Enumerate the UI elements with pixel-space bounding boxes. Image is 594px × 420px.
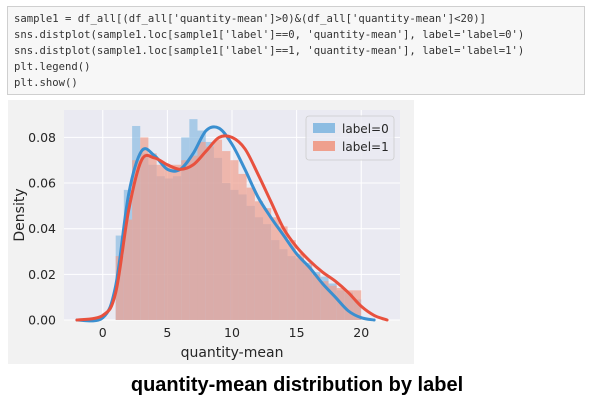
- hist-bar: [132, 160, 141, 320]
- hist-bar: [115, 256, 124, 320]
- hist-bar: [181, 160, 190, 320]
- hist-bar: [213, 139, 223, 320]
- kde-line-label=0: [75, 125, 376, 323]
- hist-bar: [263, 208, 272, 320]
- hist-bar: [287, 240, 296, 320]
- y-tick-label: 0.08: [28, 130, 56, 145]
- x-tick-label: 0: [99, 325, 107, 340]
- code-line: sample1 = df_all[(df_all['quantity-mean'…: [14, 13, 486, 25]
- kde-curves: [75, 125, 389, 323]
- plot-output: 0 5 10 15 20 0.00 0.02 0.04 0.06 0.08 quantity-me…: [8, 100, 414, 364]
- x-tick-label: 15: [289, 325, 305, 340]
- hist-bar: [172, 164, 182, 320]
- y-tick-label: 0.04: [28, 221, 56, 236]
- legend-label-0: label=0: [342, 122, 389, 136]
- x-tick-label: 5: [163, 325, 171, 340]
- hist-bar: [271, 217, 280, 320]
- hist-bar: [295, 253, 304, 320]
- code-line: plt.legend(): [14, 61, 91, 73]
- hist-bar: [303, 265, 313, 320]
- histograms: [115, 119, 362, 320]
- y-tick-label: 0.06: [28, 176, 56, 191]
- hist-bar: [279, 226, 288, 320]
- code-line: sns.distplot(sample1.loc[sample1['label'…: [14, 29, 525, 41]
- code-line: plt.show(): [14, 77, 78, 89]
- hist-bar: [205, 146, 214, 320]
- figure-caption: quantity-mean distribution by label: [130, 374, 464, 396]
- hist-bar: [164, 164, 173, 320]
- hist-bar: [238, 173, 247, 320]
- hist-bar: [197, 141, 206, 320]
- tick-labels: 0 5 10 15 20 0.00 0.02 0.04 0.06 0.08: [28, 130, 369, 340]
- kde-line-label=1: [75, 134, 389, 322]
- hist-series-label=1: [115, 137, 362, 320]
- hist-bar: [222, 151, 231, 320]
- y-tick-label: 0.02: [28, 267, 56, 282]
- code-line: sns.distplot(sample1.loc[sample1['label'…: [14, 45, 525, 57]
- hist-bar: [140, 137, 149, 320]
- hist-bar: [320, 281, 329, 320]
- hist-bar: [254, 201, 264, 320]
- hist-bar: [230, 160, 239, 320]
- code-cell[interactable]: sample1 = df_all[(df_all['quantity-mean'…: [7, 6, 585, 95]
- hist-bar: [246, 187, 255, 320]
- x-tick-label: 20: [353, 325, 369, 340]
- hist-bar: [344, 290, 354, 320]
- y-axis-label: Density: [12, 188, 28, 241]
- legend-swatch-label-0: [313, 123, 335, 133]
- hist-bar: [353, 290, 362, 320]
- legend-label-1: label=1: [342, 140, 389, 154]
- x-axis-label: quantity-mean: [181, 345, 284, 361]
- hist-bar: [148, 153, 157, 320]
- hist-bar: [156, 164, 165, 320]
- y-tick-label: 0.00: [28, 313, 56, 328]
- legend-swatch-label-1: [313, 141, 335, 151]
- hist-bar: [123, 219, 133, 320]
- legend: label=0 label=1: [305, 115, 395, 161]
- hist-bar: [312, 274, 321, 320]
- x-tick-label: 10: [224, 325, 240, 340]
- hist-bar: [328, 285, 337, 320]
- hist-bar: [189, 155, 198, 320]
